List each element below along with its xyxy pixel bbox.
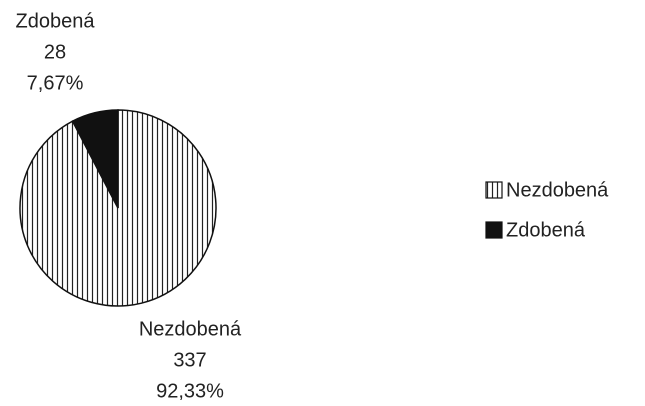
legend-label: Nezdobená	[506, 179, 609, 201]
legend-swatch	[485, 221, 503, 239]
legend-label: Zdobená	[506, 219, 586, 241]
pie-slice	[71, 109, 119, 209]
slice-value: 337	[173, 349, 206, 371]
slice-percent: 92,33%	[156, 380, 224, 402]
slice-percent: 7,67%	[27, 72, 84, 94]
slice-label: Nezdobená	[139, 318, 242, 340]
slice-value: 28	[44, 41, 66, 63]
slice-label: Zdobená	[16, 10, 96, 32]
legend-swatch	[485, 181, 503, 199]
